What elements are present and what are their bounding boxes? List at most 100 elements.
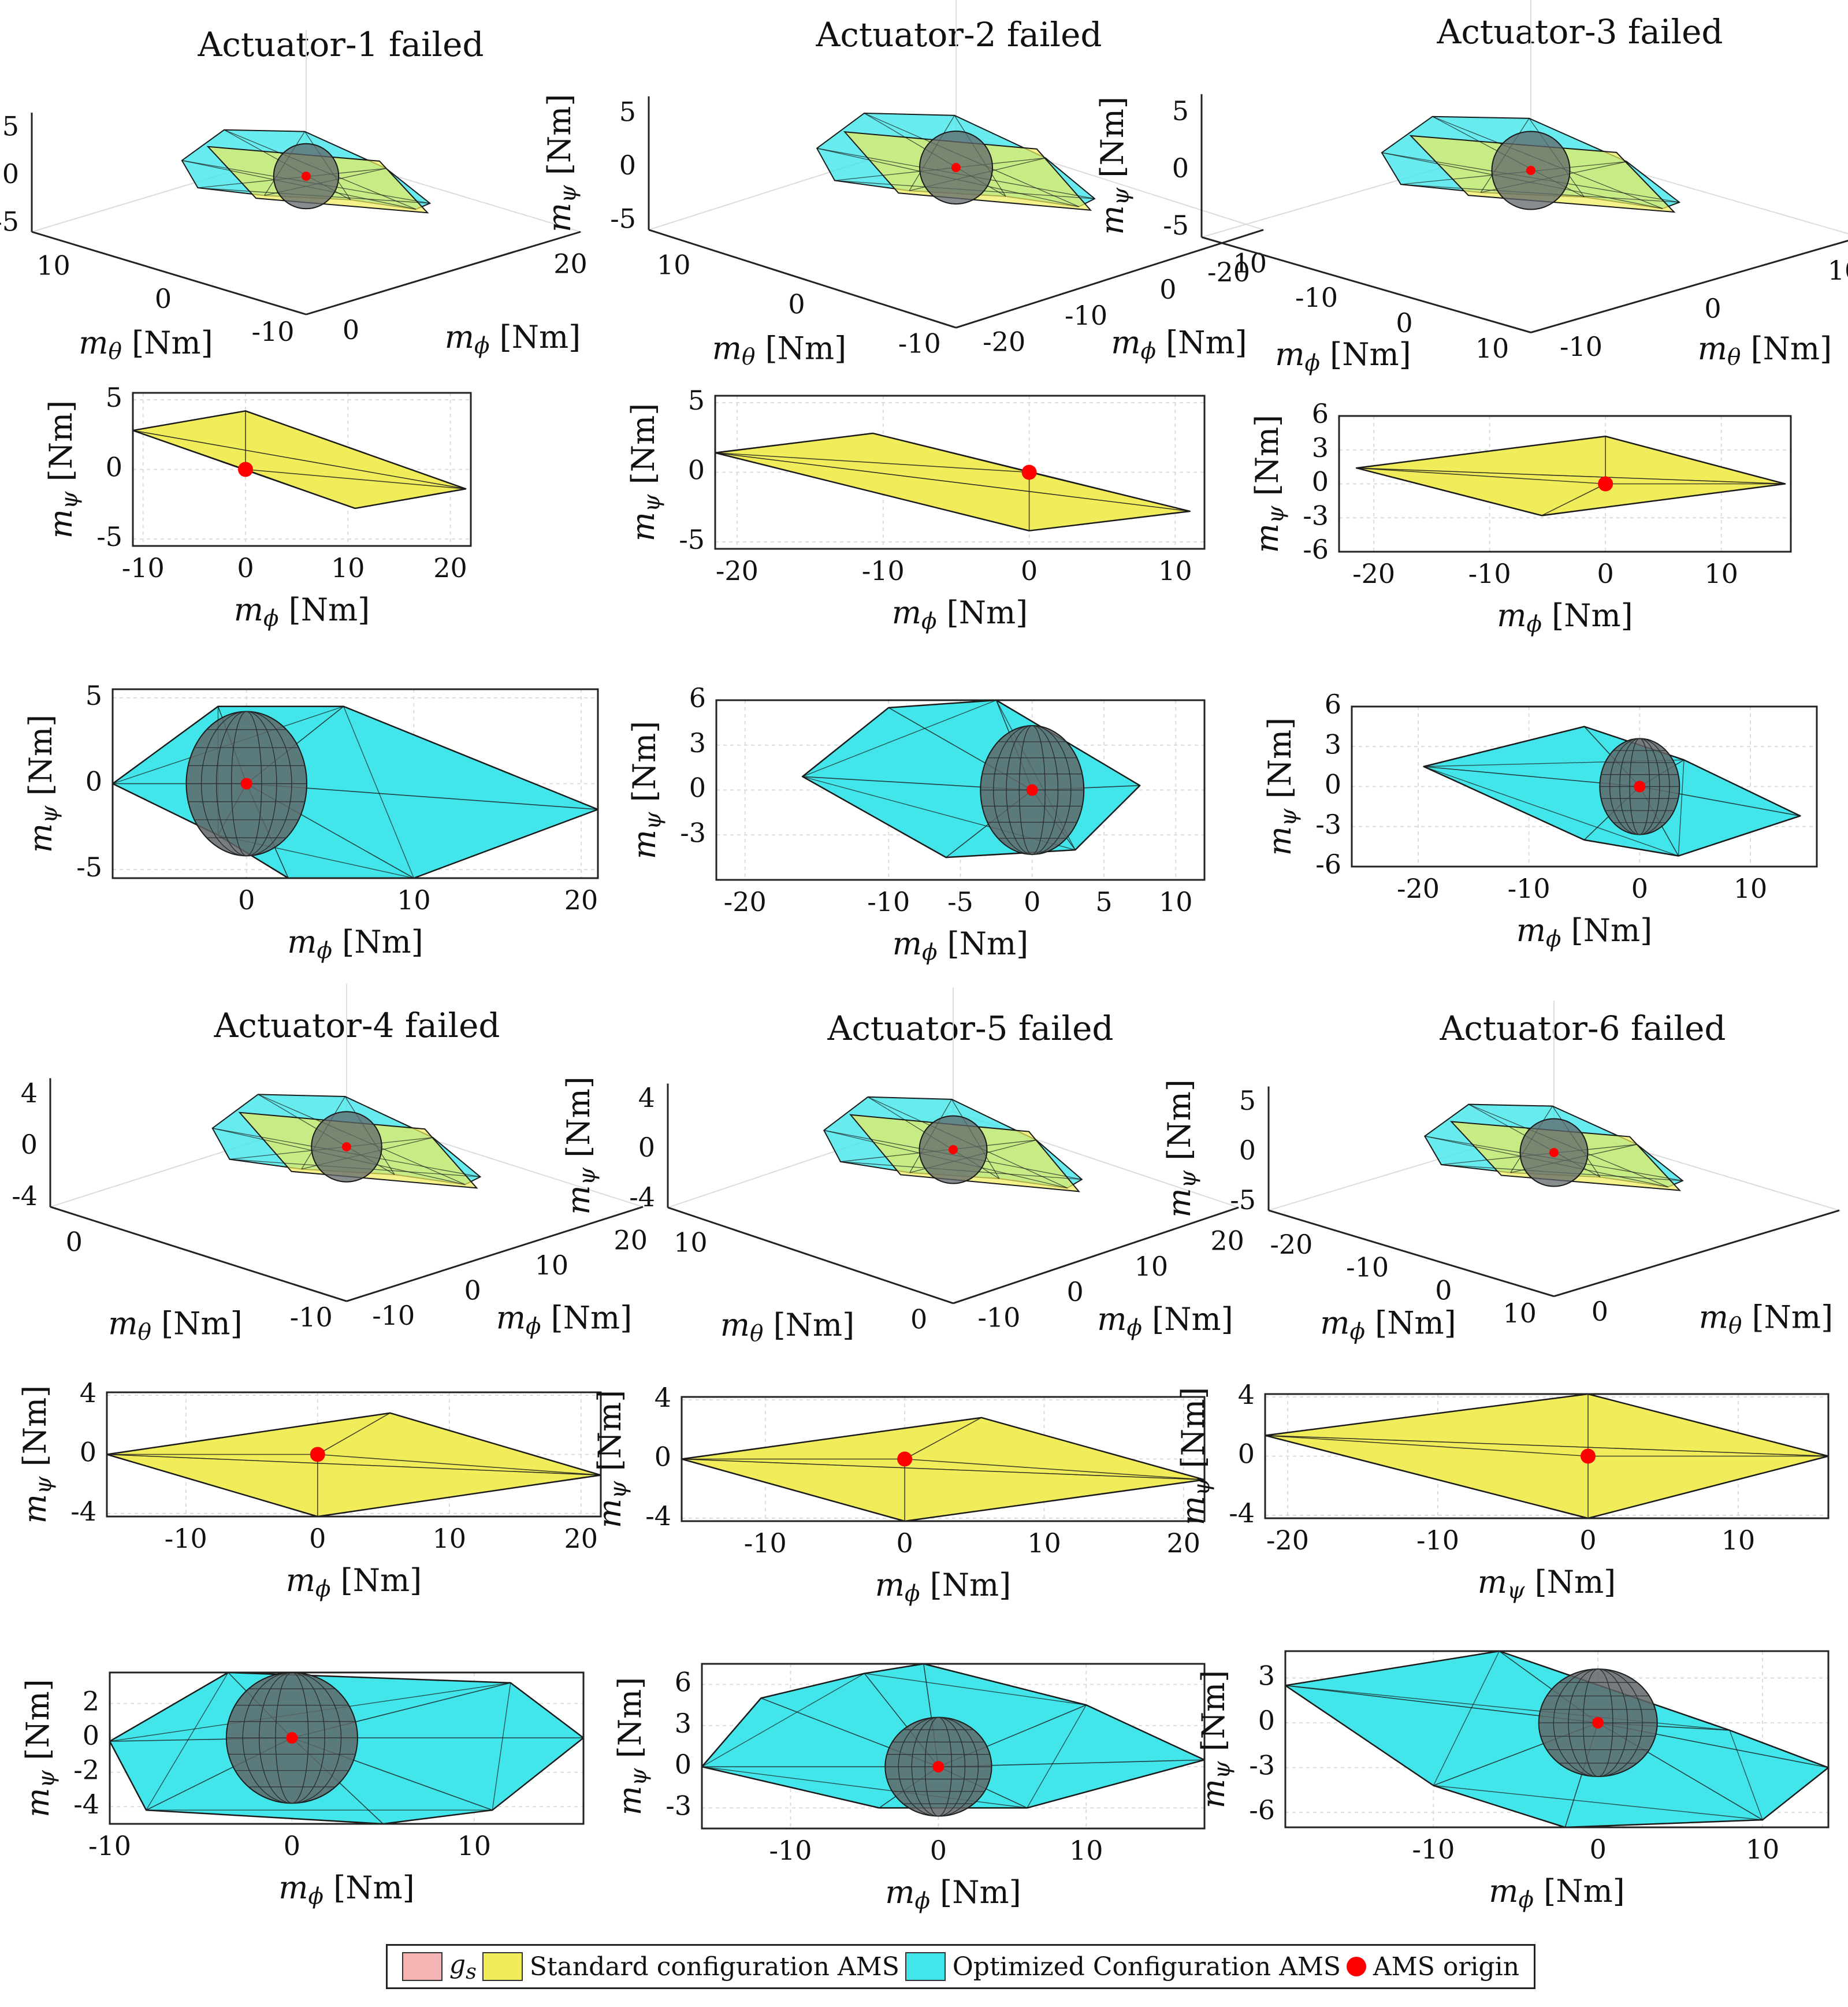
- y-axis-line: [306, 231, 581, 315]
- facet-edge: [343, 706, 415, 879]
- z-tick-label: 0: [2, 158, 19, 189]
- legend-gs-label: gs: [449, 1949, 477, 1984]
- y-tick-label: 10: [1828, 255, 1848, 286]
- plot-p6-std: -20 -10 0 10 4 0 -4 mψ [Nm] mψ [Nm]: [1175, 1379, 1830, 1604]
- ams-origin-marker: [302, 172, 311, 181]
- z-tick-label: -5: [1230, 1184, 1256, 1216]
- plot-title: Actuator-2 failed: [815, 15, 1102, 54]
- y-tick-label: 0: [675, 1749, 691, 1780]
- plot-p5-opt: -10 0 10 6 3 0 -3 mϕ [Nm] mψ [Nm]: [612, 1663, 1206, 1915]
- y-tick-label: 0: [655, 1441, 671, 1473]
- y-axis-label: mθ [Nm]: [1699, 1299, 1833, 1339]
- y-tick-label: 5: [106, 382, 122, 413]
- axes-frame: [1284, 1650, 1830, 1828]
- x-tick-label: -20: [1207, 257, 1250, 288]
- z-tick-label: -4: [629, 1181, 655, 1213]
- ams-origin-marker: [286, 1732, 298, 1744]
- legend-optimized-label: Optimized Configuration AMS: [952, 1952, 1341, 1982]
- x-tick-label: 10: [457, 1830, 491, 1861]
- y-tick-label: 20: [1210, 1225, 1244, 1257]
- facet-edge: [904, 1417, 982, 1460]
- facet-edge: [317, 1454, 601, 1476]
- x-tick-label: 0: [896, 1527, 913, 1559]
- facet-edge: [715, 452, 1190, 512]
- x-tick-label: 0: [284, 1830, 300, 1861]
- facet-edge: [681, 1458, 1205, 1481]
- y-tick-label: 4: [655, 1382, 671, 1413]
- x-tick-label: 10: [1734, 873, 1768, 904]
- x-tick-label: 0: [1579, 1525, 1596, 1556]
- x-tick-label: -20: [1270, 1229, 1312, 1260]
- y-tick-label: -5: [96, 521, 122, 552]
- sphere-meridian: [1553, 1668, 1643, 1777]
- y-tick-label: 0: [1238, 1439, 1255, 1470]
- x-tick-label: 10: [1475, 333, 1509, 364]
- legend-origin-label: AMS origin: [1373, 1952, 1520, 1982]
- facet-edge: [701, 1673, 865, 1767]
- z-tick-label: 0: [1239, 1135, 1256, 1166]
- ams-origin-marker: [1549, 1148, 1559, 1157]
- ams-origin-marker: [932, 1761, 945, 1773]
- plot-p2-3d: Actuator-2 failed 5 0 -5 10 0 -10 -20 -10 0 10 mψ […: [541, 0, 1267, 370]
- ams-origin-marker: [310, 1447, 325, 1462]
- plot-p6-3d: Actuator-6 failed 5 0 -5 -20 -10 0 10 0 mψ [Nm] mϕ…: [1161, 1000, 1842, 1345]
- y-axis-label: mϕ [Nm]: [1111, 325, 1247, 365]
- y-tick-label: -4: [73, 1789, 99, 1820]
- facet-edge: [1423, 766, 1679, 857]
- axes-frame: [714, 395, 1206, 550]
- x-axis-label: mϕ [Nm]: [892, 594, 1028, 635]
- z-tick-label: 0: [21, 1129, 38, 1160]
- y-axis-label: mψ [Nm]: [626, 721, 667, 859]
- y-tick-label: 3: [1312, 432, 1329, 463]
- ams-origin-marker: [1026, 784, 1038, 796]
- y-tick-label: 4: [80, 1377, 96, 1408]
- x-tick-label: 0: [309, 1523, 326, 1554]
- y-tick-label: 3: [689, 727, 706, 759]
- x-tick-label: -10: [1468, 558, 1511, 589]
- sphere-meridian: [898, 1717, 979, 1817]
- x-axis-label: mθ [Nm]: [720, 1307, 854, 1347]
- y-tick-label: -3: [680, 817, 706, 848]
- legend-origin: AMS origin: [1346, 1952, 1520, 1982]
- x-tick-label: -10: [1416, 1525, 1459, 1556]
- y-axis-line: [1553, 1209, 1840, 1298]
- y-tick-label: 3: [1325, 729, 1341, 760]
- y-tick-label: 5: [85, 680, 102, 711]
- x-tick-label: 10: [397, 884, 431, 916]
- x-tick-label: 0: [1024, 886, 1040, 917]
- x-axis-line: [667, 1206, 954, 1304]
- y-axis-label: mψ [Nm]: [43, 400, 83, 538]
- plot-p6-opt: -10 0 10 3 0 -3 -6 mϕ [Nm] mψ [Nm]: [1195, 1650, 1830, 1913]
- legend: gs Standard configuration AMS Optimized …: [386, 1944, 1535, 1989]
- y-axis-label: mϕ [Nm]: [445, 319, 581, 359]
- ams-origin-marker: [1581, 1448, 1596, 1464]
- x-tick-label: 20: [1167, 1527, 1201, 1559]
- facet-edge: [245, 469, 355, 509]
- y-tick-label: -4: [70, 1496, 96, 1527]
- x-tick-label: 10: [1158, 555, 1192, 586]
- x-tick-label: 10: [1159, 886, 1193, 917]
- axes-frame: [1338, 415, 1792, 553]
- x-tick-label: 10: [1721, 1525, 1756, 1556]
- ams-origin-marker: [951, 163, 961, 172]
- y-tick-label: 2: [83, 1686, 99, 1717]
- y-tick-label: -20: [983, 326, 1025, 357]
- x-tick-label: 0: [238, 884, 255, 916]
- x-axis-label: mϕ [Nm]: [875, 1567, 1011, 1607]
- x-axis-label: mϕ [Nm]: [1275, 336, 1411, 377]
- x-tick-label: 10: [657, 250, 691, 281]
- y-tick-label: 20: [613, 1224, 648, 1255]
- y-axis-label: mψ [Nm]: [625, 403, 665, 541]
- y-tick-label: 0: [689, 772, 706, 804]
- y-tick-label: -10: [1065, 300, 1107, 331]
- plot-title: Actuator-1 failed: [197, 25, 484, 64]
- facet-edge: [1356, 467, 1606, 485]
- y-tick-label: 0: [1325, 769, 1341, 800]
- legend-standard: Standard configuration AMS: [482, 1952, 899, 1982]
- y-axis-label: mϕ [Nm]: [1097, 1301, 1233, 1341]
- axes-frame: [132, 392, 472, 547]
- x-tick-label: 10: [674, 1227, 708, 1258]
- x-tick-label: -20: [724, 886, 767, 917]
